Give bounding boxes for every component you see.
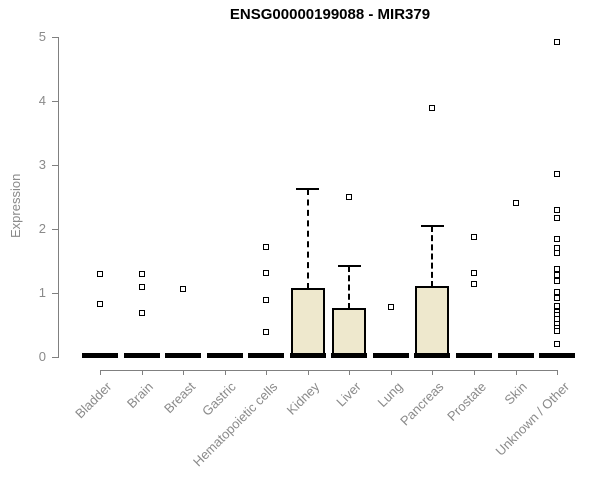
outlier-point-unknown-other	[554, 39, 561, 46]
whisker-cap-pancreas	[420, 224, 444, 227]
whisker-kidney	[306, 189, 309, 289]
x-category-label-brain: Brain	[124, 379, 157, 412]
outlier-point-brain	[138, 284, 145, 291]
x-category-label-pancreas: Pancreas	[397, 379, 448, 429]
y-axis-line	[58, 37, 59, 358]
outlier-point-unknown-other	[554, 265, 561, 272]
y-tick-label: 0	[38, 349, 46, 364]
outlier-point-prostate	[470, 281, 477, 288]
y-axis-tick	[52, 165, 58, 166]
y-axis-tick	[52, 101, 58, 102]
outlier-point-unknown-other	[554, 288, 561, 295]
median-bar-brain	[123, 353, 160, 358]
y-axis-tick	[52, 229, 58, 230]
x-axis-tick	[390, 370, 392, 375]
x-category-label-prostate: Prostate	[443, 379, 489, 424]
x-axis-tick	[224, 370, 226, 375]
outlier-point-brain	[138, 309, 145, 316]
outlier-point-unknown-other	[554, 328, 561, 335]
outlier-point-unknown-other	[554, 170, 561, 177]
x-category-label-skin: Skin	[501, 379, 531, 408]
outlier-point-hematopoietic-cells	[263, 270, 270, 277]
x-category-label-kidney: Kidney	[283, 379, 323, 418]
y-axis-tick	[52, 293, 58, 294]
median-bar-lung	[372, 353, 409, 358]
median-bar-unknown-other	[539, 353, 576, 358]
x-axis-tick	[266, 370, 268, 375]
x-axis-tick	[141, 370, 143, 375]
outlier-point-bladder	[97, 300, 103, 307]
median-bar-prostate	[455, 353, 492, 358]
median-bar-breast	[165, 353, 202, 358]
whisker-cap-liver	[337, 265, 361, 268]
outlier-point-unknown-other	[554, 206, 561, 213]
x-category-label-bladder: Bladder	[72, 379, 115, 422]
outlier-point-hematopoietic-cells	[263, 243, 270, 250]
outlier-point-bladder	[97, 270, 103, 277]
outlier-point-prostate	[470, 233, 477, 240]
outlier-point-unknown-other	[554, 249, 561, 256]
median-bar-gastric	[206, 353, 243, 358]
outlier-point-unknown-other	[554, 340, 561, 347]
box-kidney	[290, 287, 325, 358]
x-axis-tick	[307, 370, 309, 375]
y-tick-label: 4	[38, 93, 46, 108]
median-bar-liver	[331, 353, 368, 358]
median-bar-pancreas	[414, 353, 451, 358]
median-bar-hematopoietic-cells	[248, 353, 285, 358]
outlier-point-brain	[138, 270, 145, 277]
outlier-point-breast	[180, 286, 187, 293]
outlier-point-prostate	[470, 270, 477, 277]
median-bar-bladder	[82, 353, 118, 358]
x-axis-tick	[432, 370, 434, 375]
x-axis-tick	[473, 370, 475, 375]
x-category-label-liver: Liver	[333, 379, 364, 410]
outlier-point-pancreas	[429, 105, 436, 112]
y-tick-label: 5	[38, 29, 46, 44]
median-bar-skin	[497, 353, 534, 358]
outlier-point-hematopoietic-cells	[263, 329, 270, 336]
outlier-point-lung	[387, 304, 394, 311]
y-tick-label: 3	[38, 157, 46, 172]
outlier-point-unknown-other	[554, 278, 561, 285]
chart-title: ENSG00000199088 - MIR379	[229, 6, 431, 23]
y-tick-label: 2	[38, 221, 46, 236]
x-axis-tick	[349, 370, 351, 375]
whisker-cap-kidney	[296, 188, 320, 191]
outlier-point-skin	[512, 199, 519, 206]
whisker-liver	[348, 266, 351, 309]
x-category-label-breast: Breast	[160, 379, 198, 417]
median-bar-kidney	[289, 353, 326, 358]
outlier-point-unknown-other	[554, 215, 561, 222]
y-axis-tick	[52, 37, 58, 38]
y-axis-tick	[52, 357, 58, 358]
y-tick-label: 1	[38, 285, 46, 300]
x-category-label-lung: Lung	[374, 379, 406, 411]
outlier-point-unknown-other	[554, 272, 561, 279]
box-pancreas	[415, 286, 450, 358]
outlier-point-unknown-other	[554, 236, 561, 243]
x-axis-tick	[515, 370, 517, 375]
x-category-label-unknown-other: Unknown / Other	[492, 379, 572, 459]
x-category-label-gastric: Gastric	[199, 379, 240, 419]
x-axis-line	[99, 370, 558, 371]
outlier-point-hematopoietic-cells	[263, 297, 270, 304]
outlier-point-unknown-other	[554, 295, 561, 302]
whisker-pancreas	[431, 225, 434, 288]
box-liver	[332, 308, 367, 358]
x-axis-tick	[183, 370, 185, 375]
x-axis-tick	[100, 370, 101, 375]
x-axis-tick	[557, 370, 559, 375]
outlier-point-liver	[346, 194, 353, 200]
